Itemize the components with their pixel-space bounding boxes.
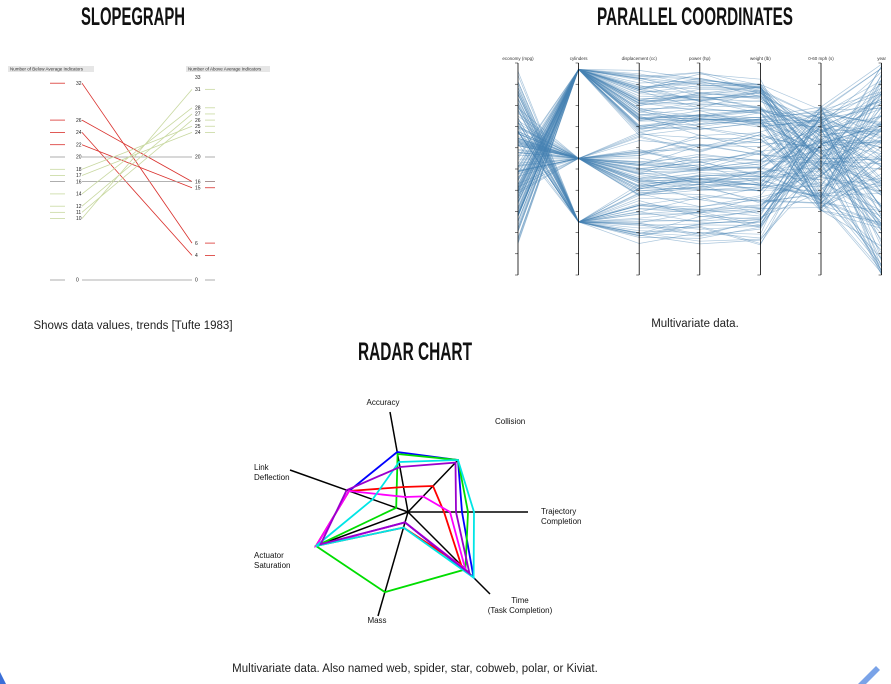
radar-title: RADAR CHART bbox=[358, 338, 472, 366]
caption: Multivariate data. Also named web, spide… bbox=[232, 663, 598, 675]
right-value: 16 bbox=[195, 179, 201, 185]
axis-label-line: Mass bbox=[367, 616, 386, 625]
axis-label: Trajectory Completion bbox=[541, 507, 581, 526]
axis-label: Accuracy bbox=[367, 398, 400, 407]
radar-polygon bbox=[314, 453, 469, 594]
header-band bbox=[186, 66, 270, 72]
left-value: 11 bbox=[76, 210, 81, 216]
corner-decoration bbox=[858, 666, 880, 684]
caption: Shows data values, trends [Tufte 1983] bbox=[33, 320, 232, 332]
left-value: 26 bbox=[76, 118, 82, 124]
slope-line bbox=[81, 125, 193, 170]
radar-polygon bbox=[318, 461, 471, 576]
left-value: 22 bbox=[76, 142, 82, 148]
right-value: 0 bbox=[195, 278, 198, 284]
slope-line bbox=[81, 89, 193, 219]
right-value: 25 bbox=[195, 124, 201, 130]
axis-label: Time (Task Completion) bbox=[488, 596, 553, 615]
axis-name: displacement (cc) bbox=[622, 56, 658, 61]
axis-name: 0-60 mph (s) bbox=[808, 56, 834, 61]
radar-polygon bbox=[315, 459, 475, 580]
right-value: 4 bbox=[195, 253, 198, 259]
left-value: 20 bbox=[76, 155, 82, 161]
right-header: Number of Above Average Indicators bbox=[188, 67, 262, 72]
axis-label-line: Trajectory bbox=[541, 507, 576, 516]
radar-chart: Accuracy Collision Trajectory Completion Tim… bbox=[254, 398, 581, 625]
left-value: 32 bbox=[76, 81, 82, 87]
left-value: 16 bbox=[76, 179, 82, 185]
axis-label-line: Deflection bbox=[254, 473, 290, 482]
caption: Multivariate data. bbox=[651, 318, 739, 330]
slopegraph: Number of Below Average Indicators Numbe… bbox=[8, 66, 270, 284]
axis-name: weight (lb) bbox=[750, 56, 771, 61]
left-value: 14 bbox=[76, 192, 82, 198]
slope-line bbox=[81, 107, 193, 195]
axis-label: Actuator Saturation bbox=[254, 551, 290, 570]
left-value: 24 bbox=[76, 130, 82, 136]
axis-label-line: Time bbox=[511, 596, 529, 605]
slope-line bbox=[81, 132, 193, 256]
right-value: 26 bbox=[195, 118, 201, 124]
radar-axis bbox=[407, 511, 491, 595]
slope-line bbox=[81, 82, 193, 244]
axis-name: cylinders bbox=[570, 56, 589, 61]
left-value: 18 bbox=[76, 167, 82, 173]
axis-label-line: Actuator bbox=[254, 551, 284, 560]
radar-axis bbox=[315, 511, 409, 547]
parallel-title: PARALLEL COORDINATES bbox=[597, 3, 793, 31]
axis-label-line: Collision bbox=[495, 417, 525, 426]
axis-name: year bbox=[877, 56, 886, 61]
axis-label-line: (Task Completion) bbox=[488, 606, 553, 615]
axis-label-line: Accuracy bbox=[367, 398, 400, 407]
left-value: 12 bbox=[76, 204, 82, 210]
axis-label-line: Completion bbox=[541, 517, 581, 526]
right-value: 6 bbox=[195, 241, 198, 247]
axis-label-line: Saturation bbox=[254, 561, 290, 570]
header-band bbox=[8, 66, 94, 72]
axis-name: power (hp) bbox=[689, 56, 711, 61]
slopegraph-title: SLOPEGRAPH bbox=[81, 3, 185, 31]
slope-line bbox=[81, 113, 193, 207]
axis-label-line: Link bbox=[254, 463, 270, 472]
left-value: 10 bbox=[76, 216, 82, 222]
left-value: 0 bbox=[76, 278, 79, 284]
axis-label: Mass bbox=[367, 616, 386, 625]
right-value: 28 bbox=[195, 106, 201, 112]
right-value: 31 bbox=[195, 87, 201, 93]
axis-label: Link Deflection bbox=[254, 463, 290, 482]
left-value: 17 bbox=[76, 173, 82, 179]
right-value: 15 bbox=[195, 185, 201, 191]
radar-axis bbox=[377, 511, 409, 617]
right-value: 27 bbox=[195, 112, 201, 118]
right-value: 24 bbox=[195, 130, 201, 136]
parallel-coordinates: economy (mpg) cylinders displacement (cc) p… bbox=[502, 56, 886, 276]
right-value: 20 bbox=[195, 155, 201, 161]
right-value: 33 bbox=[195, 75, 201, 81]
corner-decoration bbox=[0, 672, 6, 684]
axis-name: economy (mpg) bbox=[502, 56, 534, 61]
axis-label: Collision bbox=[495, 417, 525, 426]
left-header: Number of Below Average Indicators bbox=[10, 67, 84, 72]
